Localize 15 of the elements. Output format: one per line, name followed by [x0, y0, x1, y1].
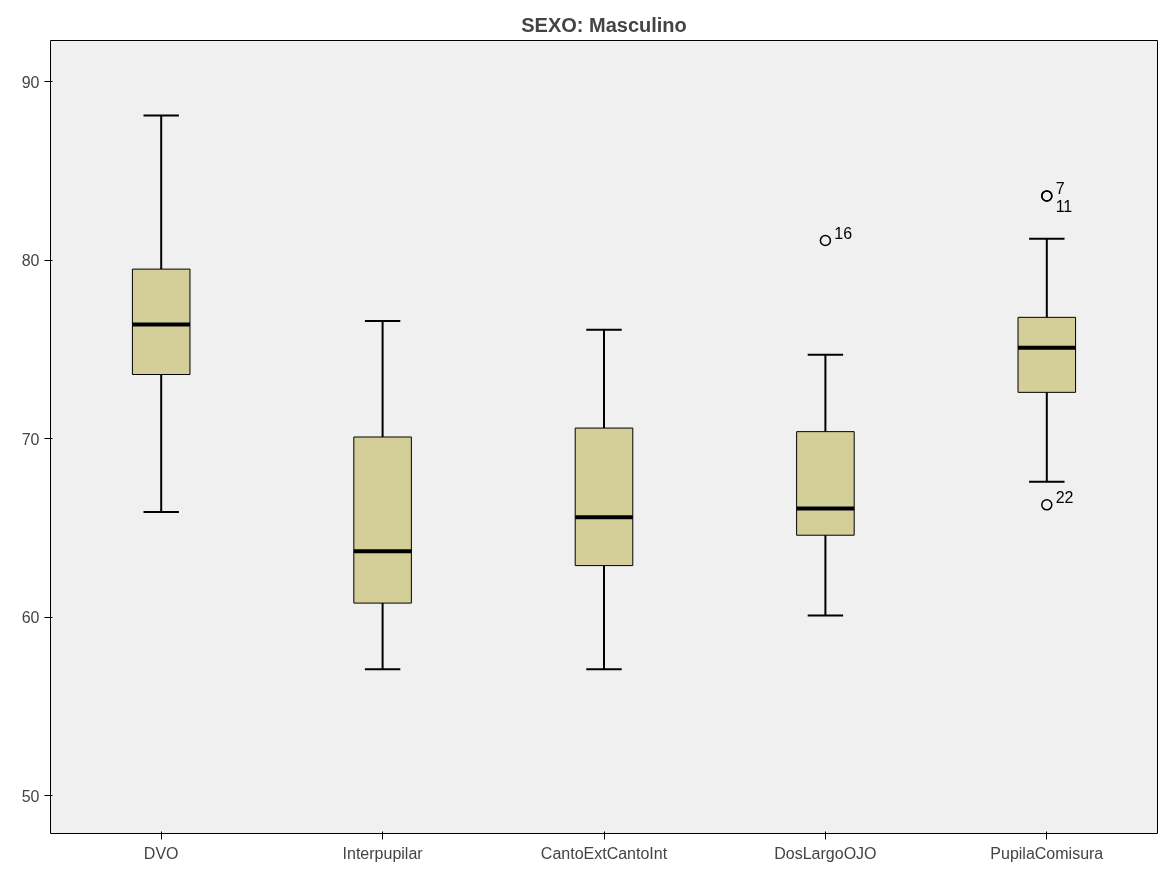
annotation: 16 — [834, 224, 853, 242]
x-tick-label: DosLargoOJO — [774, 844, 877, 862]
y-tick-label: 60 — [21, 609, 40, 627]
y-tick-label: 70 — [21, 430, 40, 448]
x-tick-label: CantoExtCantoInt — [540, 844, 668, 862]
annotation: 7 — [1055, 179, 1065, 197]
annotation: 11 — [1055, 197, 1073, 215]
y-tick-label: 50 — [21, 787, 40, 805]
y-tick-label: 80 — [21, 252, 40, 270]
chart-title: SEXO: Masculino — [521, 13, 687, 36]
x-tick-label: Interpupilar — [342, 844, 424, 862]
y-tick-label: 90 — [21, 73, 40, 91]
x-tick-label: DVO — [143, 844, 179, 862]
x-tick-label: PupilaComisura — [990, 844, 1104, 862]
annotation: 22 — [1055, 488, 1074, 506]
